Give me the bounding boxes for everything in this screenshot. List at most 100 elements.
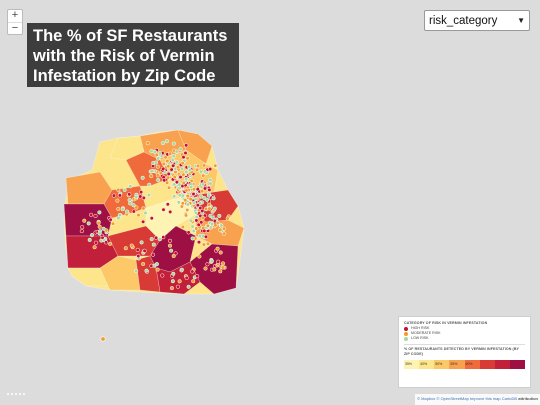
restaurant-point[interactable]: [155, 164, 160, 169]
restaurant-point[interactable]: [172, 175, 177, 180]
restaurant-point[interactable]: [143, 210, 148, 216]
restaurant-point[interactable]: [212, 206, 217, 211]
restaurant-point[interactable]: [115, 198, 120, 203]
page-dot[interactable]: [19, 393, 21, 395]
restaurant-point[interactable]: [87, 237, 92, 242]
restaurant-point[interactable]: [167, 243, 173, 248]
restaurant-point[interactable]: [155, 173, 160, 178]
restaurant-point[interactable]: [207, 206, 212, 211]
restaurant-point[interactable]: [210, 215, 215, 220]
restaurant-point[interactable]: [212, 267, 217, 272]
restaurant-point[interactable]: [213, 163, 218, 168]
zoom-in-button[interactable]: +: [11, 9, 19, 22]
restaurant-point[interactable]: [80, 225, 85, 230]
restaurant-point[interactable]: [172, 182, 177, 187]
restaurant-point[interactable]: [151, 242, 156, 247]
restaurant-point[interactable]: [216, 259, 221, 264]
restaurant-point[interactable]: [195, 274, 200, 279]
restaurant-point[interactable]: [194, 226, 199, 231]
restaurant-point[interactable]: [116, 187, 121, 192]
restaurant-point[interactable]: [136, 253, 141, 259]
restaurant-point[interactable]: [140, 175, 145, 180]
restaurant-point[interactable]: [218, 250, 223, 255]
restaurant-point[interactable]: [149, 216, 154, 221]
restaurant-point[interactable]: [150, 252, 156, 257]
restaurant-point[interactable]: [206, 193, 211, 198]
restaurant-point[interactable]: [120, 207, 125, 212]
restaurant-point[interactable]: [165, 202, 170, 207]
restaurant-point[interactable]: [168, 151, 173, 156]
restaurant-point[interactable]: [200, 215, 205, 220]
attribution-carto-link[interactable]: CartoDB: [501, 396, 518, 401]
restaurant-point[interactable]: [139, 190, 144, 195]
attribution-mapbox-link[interactable]: © Mapbox: [417, 396, 436, 401]
zoom-out-button[interactable]: −: [8, 21, 22, 35]
restaurant-point[interactable]: [190, 269, 195, 274]
restaurant-point[interactable]: [156, 156, 161, 161]
restaurant-point[interactable]: [187, 167, 192, 173]
restaurant-point[interactable]: [207, 202, 212, 207]
restaurant-point[interactable]: [134, 268, 139, 274]
restaurant-point[interactable]: [177, 279, 182, 284]
restaurant-point[interactable]: [191, 187, 196, 192]
restaurant-point[interactable]: [222, 226, 227, 231]
restaurant-point[interactable]: [101, 226, 106, 231]
restaurant-point[interactable]: [149, 149, 154, 154]
restaurant-point[interactable]: [203, 206, 209, 211]
restaurant-point[interactable]: [110, 221, 116, 226]
restaurant-point[interactable]: [203, 266, 208, 271]
restaurant-point[interactable]: [188, 218, 194, 223]
restaurant-point[interactable]: [164, 139, 169, 144]
restaurant-point[interactable]: [180, 201, 185, 206]
restaurant-point[interactable]: [222, 231, 227, 236]
restaurant-point[interactable]: [128, 201, 133, 206]
restaurant-point[interactable]: [218, 269, 223, 274]
restaurant-point[interactable]: [194, 218, 199, 223]
restaurant-point[interactable]: [178, 175, 183, 180]
restaurant-point[interactable]: [154, 262, 159, 267]
restaurant-point[interactable]: [97, 224, 102, 229]
restaurant-point[interactable]: [208, 177, 213, 182]
restaurant-point[interactable]: [218, 227, 223, 232]
restaurant-point[interactable]: [198, 205, 203, 211]
restaurant-point[interactable]: [202, 186, 208, 191]
restaurant-point[interactable]: [169, 167, 174, 172]
restaurant-point[interactable]: [171, 153, 176, 158]
restaurant-point[interactable]: [185, 207, 190, 213]
restaurant-point[interactable]: [209, 259, 214, 264]
restaurant-point[interactable]: [108, 241, 113, 246]
restaurant-point[interactable]: [144, 268, 149, 273]
restaurant-point[interactable]: [183, 150, 188, 156]
attribution-osm-link[interactable]: © OpenStreetMap: [436, 396, 469, 401]
restaurant-point[interactable]: [225, 216, 230, 221]
restaurant-point[interactable]: [202, 169, 207, 174]
restaurant-point[interactable]: [166, 164, 171, 169]
restaurant-point[interactable]: [195, 203, 200, 208]
restaurant-point[interactable]: [198, 169, 203, 174]
restaurant-point[interactable]: [96, 220, 101, 225]
restaurant-point[interactable]: [135, 247, 140, 252]
restaurant-point[interactable]: [195, 163, 201, 168]
zip-region[interactable]: [177, 129, 213, 165]
restaurant-point[interactable]: [82, 218, 87, 223]
restaurant-point[interactable]: [176, 200, 181, 205]
category-select[interactable]: risk_category ▼: [424, 10, 530, 31]
restaurant-point[interactable]: [163, 155, 168, 160]
restaurant-point[interactable]: [93, 240, 99, 245]
restaurant-point[interactable]: [189, 182, 194, 187]
restaurant-point[interactable]: [166, 185, 172, 190]
restaurant-point[interactable]: [190, 236, 195, 241]
restaurant-point[interactable]: [157, 237, 162, 242]
restaurant-point[interactable]: [205, 223, 210, 228]
restaurant-point[interactable]: [220, 261, 226, 266]
restaurant-point[interactable]: [127, 192, 132, 197]
restaurant-point[interactable]: [161, 235, 166, 240]
restaurant-point[interactable]: [146, 192, 151, 198]
restaurant-point[interactable]: [174, 149, 179, 154]
restaurant-point[interactable]: [89, 212, 94, 217]
restaurant-point[interactable]: [149, 174, 154, 179]
restaurant-point[interactable]: [196, 240, 202, 245]
restaurant-point[interactable]: [155, 267, 160, 272]
restaurant-point[interactable]: [193, 196, 198, 202]
